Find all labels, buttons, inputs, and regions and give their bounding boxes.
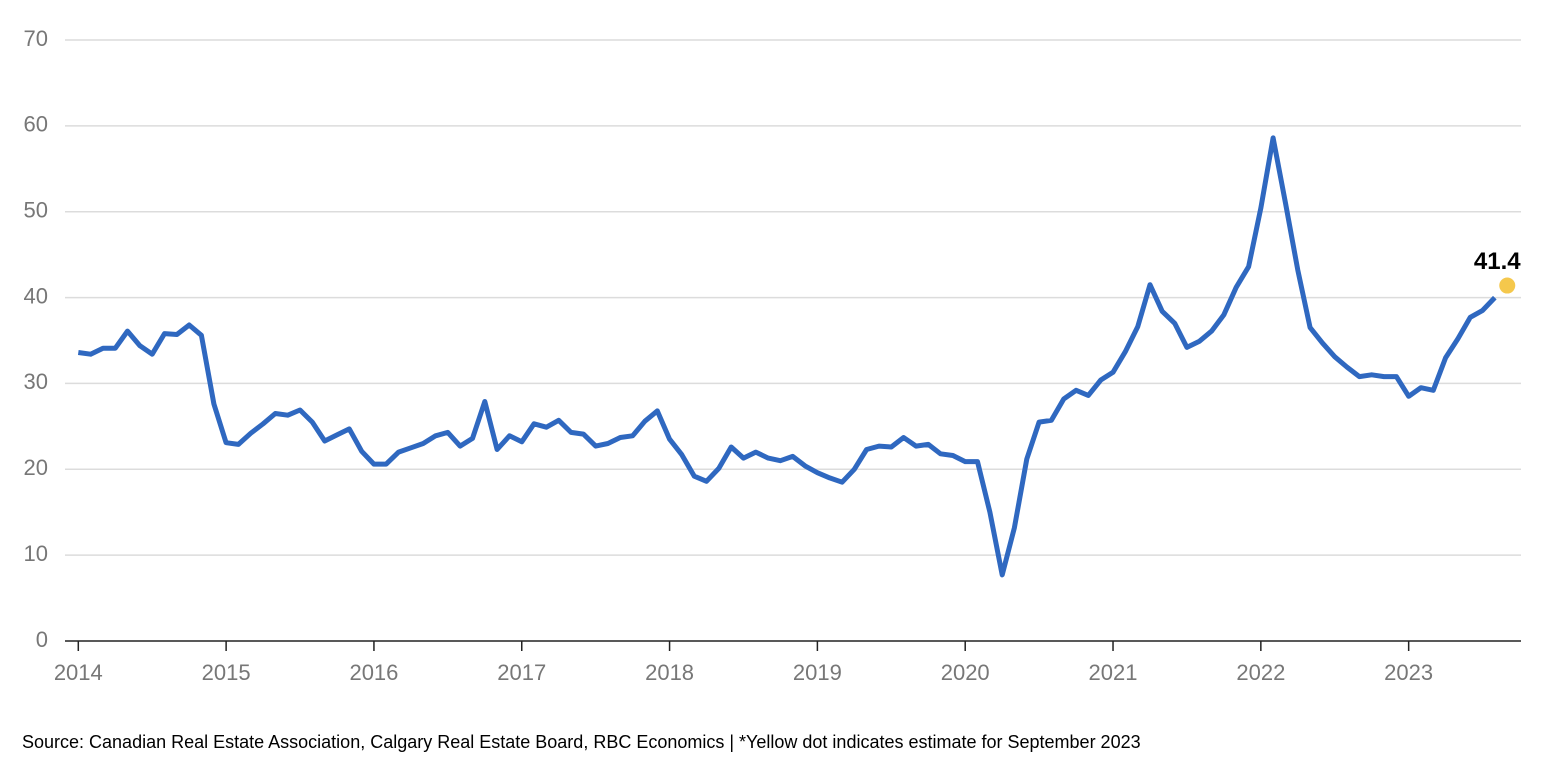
- y-tick-label: 30: [24, 369, 48, 394]
- y-tick-label: 40: [24, 283, 48, 308]
- x-tick-label: 2022: [1236, 660, 1285, 685]
- y-tick-label: 10: [24, 541, 48, 566]
- x-tick-label: 2018: [645, 660, 694, 685]
- data-line: [77, 135, 1497, 578]
- y-tick-label: 60: [24, 112, 48, 137]
- x-tick-label: 2014: [54, 660, 103, 685]
- x-tick-label: 2023: [1384, 660, 1433, 685]
- x-tick-label: 2016: [349, 660, 398, 685]
- x-tick-label: 2020: [941, 660, 990, 685]
- y-tick-label: 50: [24, 198, 48, 223]
- estimate-dot: [1499, 277, 1516, 294]
- y-tick-label: 70: [24, 26, 48, 51]
- x-tick-label: 2015: [202, 660, 251, 685]
- y-tick-label: 0: [36, 627, 48, 652]
- source-note: Source: Canadian Real Estate Association…: [22, 732, 1141, 752]
- x-tick-label: 2017: [497, 660, 546, 685]
- y-tick-label: 20: [24, 455, 48, 480]
- estimate-label: 41.4: [1474, 248, 1521, 275]
- x-tick-label: 2021: [1089, 660, 1138, 685]
- x-tick-label: 2019: [793, 660, 842, 685]
